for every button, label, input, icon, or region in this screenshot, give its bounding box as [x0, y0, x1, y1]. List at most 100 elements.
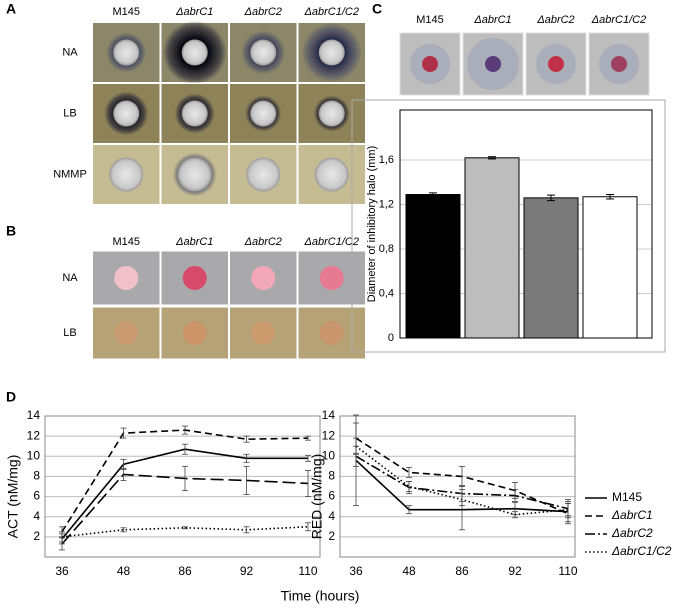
row-label: NA: [62, 46, 78, 58]
row-label: NMMP: [53, 168, 87, 180]
error-bar: [353, 437, 359, 455]
error-bar: [512, 489, 518, 503]
bar: [405, 194, 461, 339]
x-tick-label: 110: [298, 564, 317, 578]
y-tick-label: 10: [322, 448, 336, 462]
colony: [314, 157, 349, 192]
row-label: LB: [63, 327, 76, 339]
error-bar: [406, 481, 412, 492]
y-tick-label: 14: [322, 408, 336, 422]
bar: [582, 196, 638, 339]
colony: [181, 100, 208, 127]
y-tick-label: 8: [33, 469, 40, 483]
colony: [113, 39, 140, 66]
x-tick-label: 92: [240, 564, 254, 578]
y-tick-label: 1,6: [379, 154, 394, 166]
error-bar: [429, 192, 437, 197]
colony: [181, 39, 208, 66]
y-tick-label: 6: [328, 489, 335, 503]
series-line: [61, 525, 309, 538]
y-tick-label: 0,4: [379, 287, 394, 299]
error-bar: [305, 522, 311, 532]
colony: [113, 100, 140, 127]
error-bar: [182, 526, 188, 530]
column-label: ΔabrC2: [244, 6, 282, 18]
panel-label: C: [372, 1, 382, 17]
x-tick-label: 48: [117, 564, 131, 578]
colony: [318, 100, 345, 127]
error-bar: [305, 435, 311, 441]
error-bar: [182, 465, 188, 491]
colony: [251, 321, 276, 345]
error-bar: [459, 493, 465, 507]
row-label: LB: [63, 107, 76, 119]
error-bar: [120, 467, 127, 481]
colony: [109, 157, 144, 192]
column-label: ΔabrC1: [175, 6, 213, 18]
error-bar: [406, 466, 412, 478]
chart-frame: [351, 99, 666, 353]
x-tick-label: 36: [55, 564, 69, 578]
plot-area: [339, 415, 576, 558]
error-bar: [182, 425, 188, 435]
x-tick-label: 110: [558, 564, 577, 578]
error-bar: [606, 194, 614, 200]
row-label: NA: [62, 272, 78, 284]
colony: [485, 56, 501, 72]
panel-label: B: [6, 223, 16, 239]
error-bar: [120, 427, 127, 439]
photo-label: ΔabrC2: [536, 14, 574, 26]
error-bar: [182, 443, 188, 455]
error-bar: [243, 435, 250, 443]
column-label: ΔabrC1: [175, 236, 213, 248]
y-axis-label: ACT (nM/mg): [5, 455, 21, 539]
colony: [250, 100, 277, 127]
colony: [548, 56, 564, 72]
legend-label: M145: [612, 490, 642, 504]
x-tick-label: 36: [349, 564, 363, 578]
series-line: [61, 448, 308, 540]
error-bar: [512, 511, 518, 519]
y-tick-label: 2: [33, 529, 40, 543]
colony: [114, 266, 139, 290]
y-tick-label: 1,2: [379, 198, 394, 210]
x-tick-label: 86: [455, 564, 469, 578]
colony: [177, 157, 212, 192]
error-bar: [120, 527, 127, 533]
column-label: M145: [112, 6, 140, 18]
colony: [251, 266, 276, 290]
y-tick-label: 0,8: [379, 243, 394, 255]
error-bar: [547, 194, 555, 202]
x-tick-label: 86: [178, 564, 192, 578]
y-tick-label: 6: [33, 489, 40, 503]
colony: [318, 39, 345, 66]
y-axis-label: RED (nM/mg): [309, 454, 325, 540]
y-tick-label: 12: [27, 428, 41, 442]
colony: [250, 39, 277, 66]
error-bar: [406, 505, 412, 515]
colony: [246, 157, 281, 192]
y-tick-label: 0: [388, 332, 394, 344]
y-tick-label: 12: [322, 428, 336, 442]
column-label: ΔabrC1/C2: [304, 6, 359, 18]
plot-area: [44, 415, 321, 558]
photo-label: ΔabrC1: [473, 14, 511, 26]
column-label: ΔabrC2: [244, 236, 282, 248]
error-bar: [243, 526, 250, 534]
error-bar: [305, 469, 311, 497]
photo-label: ΔabrC1/C2: [591, 14, 646, 26]
y-tick-label: 4: [33, 509, 40, 523]
y-tick-label: 14: [27, 408, 41, 422]
photo-label: M145: [416, 14, 444, 26]
column-label: ΔabrC1/C2: [304, 236, 359, 248]
x-tick-label: 92: [508, 564, 522, 578]
colony: [319, 266, 344, 290]
error-bar: [59, 531, 65, 543]
error-bar: [305, 454, 311, 462]
legend-label: ΔabrC2: [611, 526, 653, 540]
bar: [464, 157, 520, 339]
y-axis-label: Diameter of inhibitory halo (mm): [366, 146, 378, 303]
y-tick-label: 10: [27, 448, 41, 462]
colony: [422, 56, 438, 72]
y-tick-label: 8: [328, 469, 335, 483]
